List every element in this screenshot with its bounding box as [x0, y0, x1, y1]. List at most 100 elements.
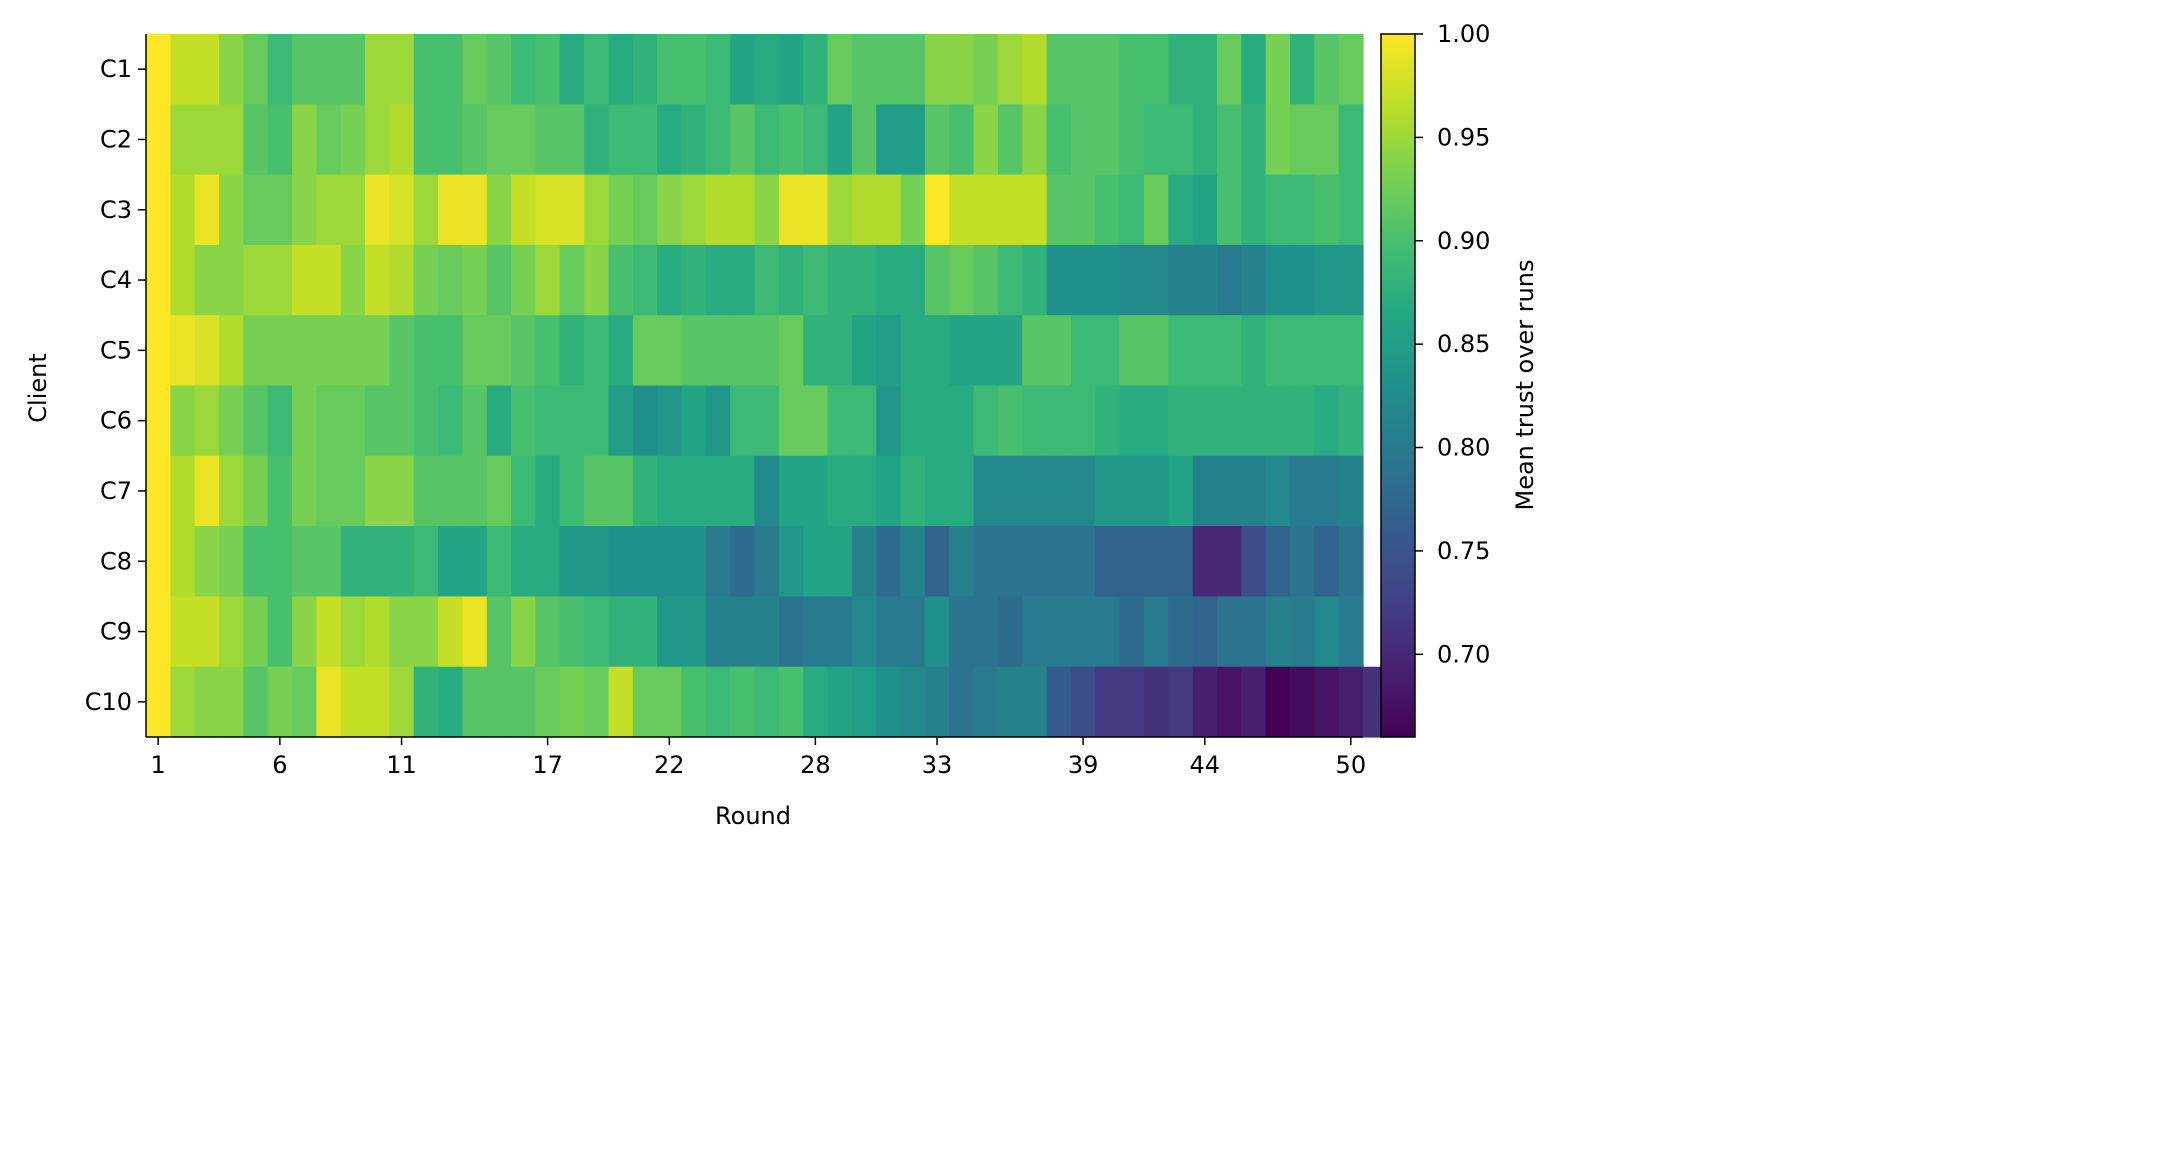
heatmap-cell-C8-round-9 — [340, 526, 366, 597]
x-tick-label-39: 39 — [1068, 751, 1099, 779]
heatmap-cell-C5-round-9 — [340, 315, 366, 387]
heatmap-cell-C8-round-35 — [973, 526, 999, 597]
heatmap-cell-C4-round-11 — [389, 244, 415, 316]
heatmap-cell-C1-round-8 — [316, 34, 342, 105]
heatmap-cell-C8-round-7 — [292, 526, 317, 597]
heatmap-cell-C2-round-21 — [632, 104, 658, 176]
heatmap-cell-C1-round-17 — [535, 34, 561, 105]
heatmap-cell-C1-round-37 — [1022, 34, 1048, 105]
heatmap-cell-C8-round-14 — [462, 526, 488, 597]
heatmap-cell-C5-round-25 — [730, 315, 756, 387]
heatmap-cell-C4-round-43 — [1168, 244, 1194, 316]
heatmap-cell-C7-round-37 — [1022, 455, 1048, 527]
heatmap-cell-C5-round-20 — [608, 315, 634, 387]
heatmap-cell-C6-round-29 — [827, 385, 853, 457]
x-axis-label: Round — [715, 802, 791, 830]
heatmap-cell-C5-round-13 — [438, 315, 464, 387]
heatmap-cell-C9-round-36 — [997, 596, 1023, 668]
heatmap-cell-C1-round-10 — [365, 34, 390, 105]
heatmap-cell-C10-round-35 — [973, 666, 999, 738]
heatmap-cell-C6-round-44 — [1192, 385, 1218, 457]
heatmap-cell-C3-round-28 — [803, 174, 829, 246]
heatmap-cell-C10-round-20 — [608, 666, 634, 738]
heatmap-cell-C5-round-50 — [1338, 315, 1364, 387]
heatmap-cell-C7-round-7 — [292, 455, 317, 527]
heatmap-cell-C3-round-3 — [194, 174, 220, 246]
heatmap-cell-C8-round-21 — [632, 526, 658, 597]
heatmap-cell-C8-round-13 — [438, 526, 464, 597]
heatmap-cell-C9-round-48 — [1289, 596, 1315, 668]
y-tick-labels: C1 C2 C3 C4 C5 C6 C7 C8 C9 C10 — [85, 55, 132, 716]
heatmap-cell-C5-round-26 — [754, 315, 780, 387]
heatmap-cell-C7-round-17 — [535, 455, 561, 527]
heatmap-cell-C2-round-5 — [243, 104, 269, 176]
heatmap-cell-C1-round-29 — [827, 34, 853, 105]
heatmap-cell-C4-round-15 — [486, 244, 512, 316]
heatmap-cell-C1-round-3 — [194, 34, 220, 105]
heatmap-cell-C8-round-20 — [608, 526, 634, 597]
heatmap-cell-C6-round-24 — [705, 385, 731, 457]
heatmap-cell-C6-round-10 — [365, 385, 390, 457]
colorbar-tick-label-0.70: 0.70 — [1437, 640, 1490, 668]
heatmap-cell-C9-round-45 — [1216, 596, 1242, 668]
heatmap-cell-C8-round-4 — [219, 526, 244, 597]
heatmap-cell-C4-round-39 — [1070, 244, 1096, 316]
heatmap-cell-C2-round-28 — [803, 104, 829, 176]
heatmap-cell-C4-round-1 — [146, 244, 171, 316]
y-tick-label-C4: C4 — [100, 266, 132, 294]
heatmap-cell-C1-round-41 — [1119, 34, 1145, 105]
heatmap-cell-C5-round-43 — [1168, 315, 1194, 387]
heatmap-cell-C1-round-7 — [292, 34, 317, 105]
heatmap-cell-C7-round-5 — [243, 455, 269, 527]
heatmap-cell-C4-round-7 — [292, 244, 317, 316]
heatmap-cell-C10-round-15 — [486, 666, 512, 738]
heatmap-cell-C1-round-45 — [1216, 34, 1242, 105]
heatmap-cells — [146, 34, 1388, 738]
heatmap-cell-C3-round-31 — [876, 174, 902, 246]
heatmap-cell-C9-round-17 — [535, 596, 561, 668]
heatmap-cell-C7-round-31 — [876, 455, 902, 527]
heatmap-cell-C1-round-30 — [851, 34, 877, 105]
heatmap-cell-C9-round-2 — [170, 596, 196, 668]
heatmap-cell-C10-round-42 — [1143, 666, 1169, 738]
heatmap-cell-C9-round-38 — [1046, 596, 1072, 668]
heatmap-cell-C4-round-48 — [1289, 244, 1315, 316]
heatmap-cell-C1-round-44 — [1192, 34, 1218, 105]
heatmap-cell-C3-round-19 — [584, 174, 610, 246]
heatmap-cell-C2-round-44 — [1192, 104, 1218, 176]
heatmap-cell-C7-round-32 — [900, 455, 926, 527]
heatmap-cell-C10-round-30 — [851, 666, 877, 738]
heatmap-cell-C6-round-36 — [997, 385, 1023, 457]
heatmap-cell-C7-round-40 — [1095, 455, 1121, 527]
heatmap-cell-C1-round-35 — [973, 34, 999, 105]
heatmap-cell-C7-round-21 — [632, 455, 658, 527]
heatmap-cell-C7-round-23 — [681, 455, 707, 527]
heatmap-cell-C8-round-48 — [1289, 526, 1315, 597]
heatmap-cell-C1-round-39 — [1070, 34, 1096, 105]
heatmap-cell-C4-round-20 — [608, 244, 634, 316]
heatmap-cell-C5-round-47 — [1265, 315, 1291, 387]
heatmap-cell-C8-round-43 — [1168, 526, 1194, 597]
heatmap-cell-C8-round-32 — [900, 526, 926, 597]
heatmap-cell-C5-round-28 — [803, 315, 829, 387]
heatmap-cell-C3-round-6 — [267, 174, 293, 246]
heatmap-cell-C10-round-39 — [1070, 666, 1096, 738]
heatmap-cell-C10-round-27 — [778, 666, 804, 738]
heatmap-cell-C7-round-14 — [462, 455, 488, 527]
heatmap-cell-C8-round-15 — [486, 526, 512, 597]
heatmap-cell-C6-round-3 — [194, 385, 220, 457]
heatmap-cell-C9-round-27 — [778, 596, 804, 668]
heatmap-cell-C8-round-25 — [730, 526, 756, 597]
heatmap-cell-C7-round-41 — [1119, 455, 1145, 527]
heatmap-cell-C9-round-6 — [267, 596, 293, 668]
heatmap-cell-C4-round-34 — [949, 244, 975, 316]
heatmap-cell-C10-round-33 — [924, 666, 950, 738]
heatmap-cell-C3-round-15 — [486, 174, 512, 246]
colorbar-tick-label-0.85: 0.85 — [1437, 330, 1490, 358]
heatmap-cell-C8-round-12 — [413, 526, 439, 597]
heatmap-cell-C1-round-31 — [876, 34, 902, 105]
heatmap-cell-C7-round-27 — [778, 455, 804, 527]
heatmap-cell-C1-round-20 — [608, 34, 634, 105]
heatmap-cell-C7-round-50 — [1338, 455, 1364, 527]
heatmap-cell-C2-round-1 — [146, 104, 171, 176]
